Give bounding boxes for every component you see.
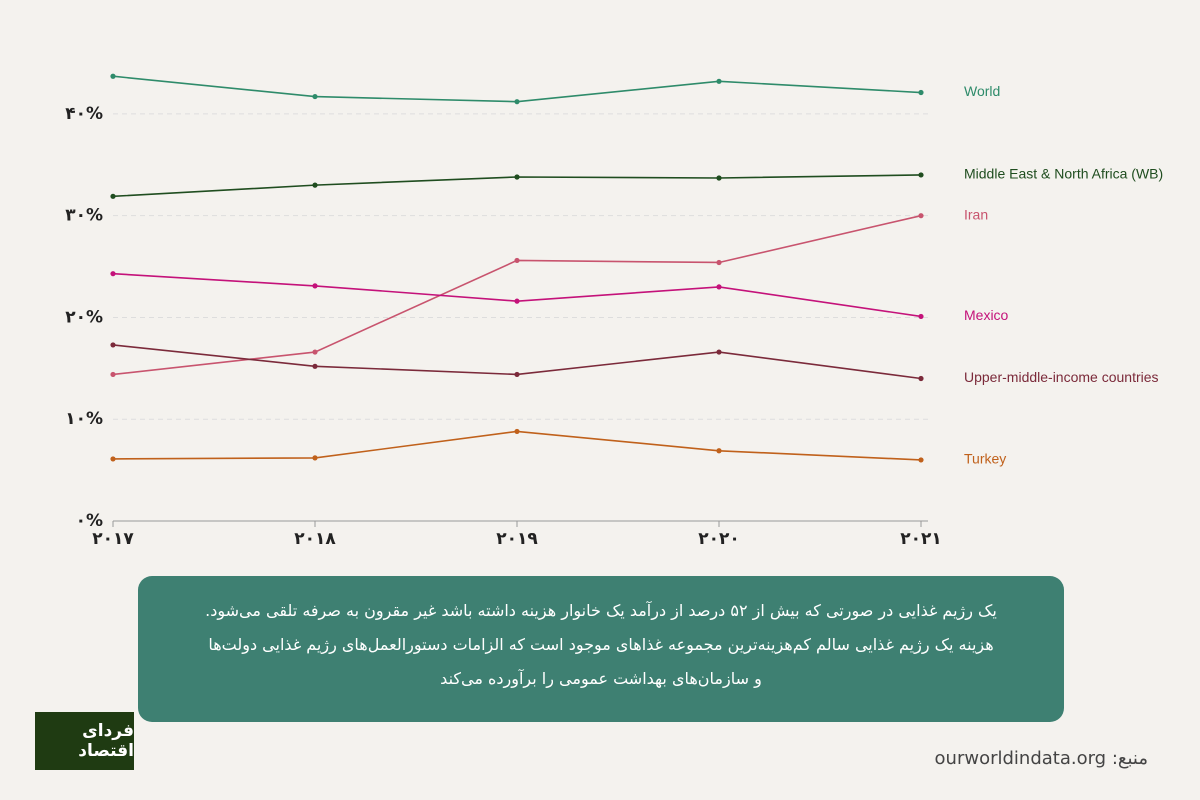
point [716, 284, 722, 290]
point [110, 73, 116, 79]
point [514, 174, 520, 180]
point [918, 89, 924, 96]
point [716, 175, 722, 181]
point [312, 283, 318, 289]
note-line: و سازمان‌های بهداشت عمومی را برآورده می‌… [440, 669, 762, 688]
point [918, 313, 924, 320]
point [312, 349, 318, 355]
x-tick-label: ۲۰۱۸ [294, 529, 336, 549]
line [112, 272, 922, 318]
y-tick-label: ۴۰% [65, 104, 103, 124]
point [716, 259, 722, 266]
legend-label: Upper-middle-income countries [964, 369, 1159, 385]
point [312, 182, 318, 188]
note-line: هزینه یک رژیم غذایی سالم کم‌هزینه‌ترین م… [208, 635, 994, 654]
point [110, 371, 116, 378]
point [918, 375, 924, 382]
point [918, 457, 924, 463]
point [716, 448, 722, 454]
line [112, 214, 922, 376]
legend-label: Middle East & North Africa (WB) [964, 166, 1163, 182]
point [918, 213, 924, 219]
y-tick-label: ۰% [76, 511, 103, 531]
point [110, 456, 116, 462]
x-tick-label: ۲۰۲۰ [698, 529, 740, 549]
point [312, 93, 318, 100]
point [312, 363, 318, 369]
note-box: یک رژیم غذایی در صورتی که بیش از ۵۲ درصد… [138, 576, 1064, 722]
point [110, 193, 116, 199]
point [514, 99, 520, 105]
point [514, 371, 520, 378]
x-tick-label: ۲۰۱۹ [496, 529, 538, 549]
legend-label: World [964, 83, 1000, 99]
line [112, 430, 922, 461]
point [110, 342, 116, 348]
chart: ۰% ۱۰% ۲۰% ۳۰% ۴۰% ۲۰۱۷ ۲۰۱۸ ۲۰۱۹ ۲۰۲۰ ۲۰۲۱ World M… [65, 73, 1163, 549]
x-tick-label: ۲۰۲۱ [900, 529, 942, 549]
x-tick-label: ۲۰۱۷ [92, 529, 134, 549]
legend-label: Iran [964, 206, 988, 222]
note-line: یک رژیم غذایی در صورتی که بیش از ۵۲ درصد… [205, 601, 997, 620]
legend-label: Turkey [964, 451, 1006, 467]
point [918, 172, 924, 178]
legend-label: Mexico [964, 307, 1009, 323]
logo: فردای اقتصاد [35, 712, 134, 770]
point [312, 455, 318, 461]
point [514, 298, 520, 304]
point [716, 78, 722, 84]
point [514, 257, 520, 264]
point [514, 428, 520, 435]
point [716, 349, 722, 355]
y-tick-label: ۱۰% [65, 409, 103, 429]
point [110, 271, 116, 277]
y-tick-label: ۳۰% [65, 206, 103, 226]
y-tick-label: ۲۰% [65, 307, 103, 327]
line [112, 75, 922, 103]
source: منبع: ourworldindata.org [934, 748, 1148, 769]
